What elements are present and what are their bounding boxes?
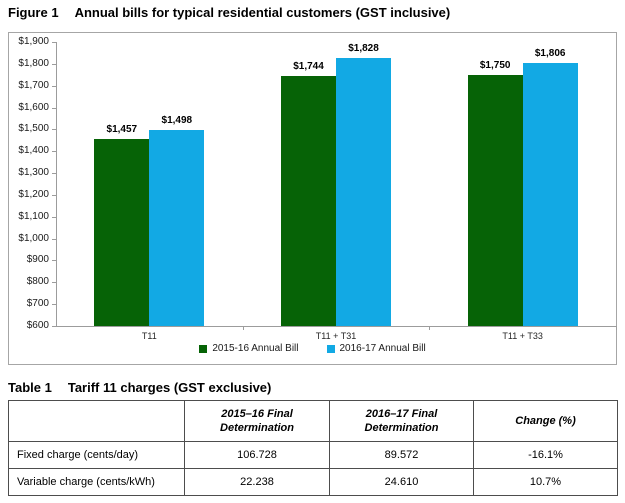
bar-2016-17-T11+T31 xyxy=(336,57,391,326)
x-axis-tick-mark xyxy=(429,326,431,330)
table-row: Fixed charge (cents/day) 106.728 89.572 -16… xyxy=(8,441,618,469)
bar-value-label: $1,806 xyxy=(534,47,566,59)
bar-2015-16-T11+T31 xyxy=(281,76,336,326)
legend-swatch-icon xyxy=(199,344,208,353)
value-cell: 89.572 xyxy=(329,441,474,469)
y-axis-tick-label: $600 xyxy=(26,320,49,331)
y-axis-tick-label: $1,300 xyxy=(18,167,49,179)
y-axis-tick-mark xyxy=(52,42,56,43)
legend-label: 2015-16 Annual Bill xyxy=(212,343,299,354)
row-label-cell: Fixed charge (cents/day) xyxy=(8,441,185,469)
bar-2016-17-T11+T33 xyxy=(522,62,578,326)
y-axis-tick-mark xyxy=(52,282,56,284)
bar-value-label: $1,498 xyxy=(161,114,193,126)
x-axis-line xyxy=(56,326,616,327)
x-axis-category-label: T11 + T33 xyxy=(502,331,543,341)
y-axis-tick-label: $1,400 xyxy=(18,145,49,157)
table-label: Table 1 xyxy=(8,380,52,395)
value-cell: 10.7% xyxy=(473,468,618,496)
y-axis-tick-mark xyxy=(52,260,56,262)
bar-2015-16-T11 xyxy=(94,138,150,326)
y-axis-tick-label: $1,800 xyxy=(18,57,49,69)
y-axis-tick-label: $700 xyxy=(26,298,49,310)
x-axis-category-label: T11 xyxy=(141,331,157,341)
y-axis-tick-mark xyxy=(52,63,56,65)
bar-2016-17-T11 xyxy=(149,129,205,326)
y-axis-tick-label: $1,900 xyxy=(18,36,49,47)
table-header-cell: 2016–17 Final Determination xyxy=(329,400,474,442)
bar-value-label: $1,457 xyxy=(106,123,138,135)
y-axis-tick-mark xyxy=(52,238,56,240)
bar-value-label: $1,750 xyxy=(479,59,511,71)
figure-title: Figure 1 Annual bills for typical residen… xyxy=(8,5,450,20)
table-header-row: 2015–16 Final Determination 2016–17 Final… xyxy=(8,400,618,442)
legend-label: 2016-17 Annual Bill xyxy=(339,343,426,354)
bar-value-label: $1,744 xyxy=(293,61,324,73)
bar-value-label: $1,828 xyxy=(348,42,379,54)
y-axis-tick-mark xyxy=(52,85,56,87)
y-axis-tick-label: $1,100 xyxy=(18,210,49,222)
y-axis-tick-label: $1,500 xyxy=(18,123,49,135)
legend-item: 2015-16 Annual Bill xyxy=(199,343,299,354)
legend-swatch-icon xyxy=(326,344,335,353)
table-title: Table 1 Tariff 11 charges (GST exclusive) xyxy=(8,380,271,395)
y-axis-tick-mark xyxy=(52,326,56,327)
y-axis-tick-mark xyxy=(52,107,56,109)
y-axis-tick-label: $1,700 xyxy=(18,79,49,91)
y-axis-line xyxy=(56,42,57,326)
legend-item: 2016-17 Annual Bill xyxy=(326,343,426,354)
table-heading: Tariff 11 charges (GST exclusive) xyxy=(67,380,272,395)
y-axis-tick-mark xyxy=(52,216,56,218)
y-axis-tick-label: $1,600 xyxy=(18,101,49,113)
chart-legend: 2015-16 Annual Bill 2016-17 Annual Bill xyxy=(9,343,616,354)
table-header-cell-empty xyxy=(8,400,185,442)
table-header: 2015–16 Final Determination 2016–17 Final… xyxy=(8,400,618,442)
value-cell: -16.1% xyxy=(473,441,618,469)
y-axis-tick-mark xyxy=(52,151,56,153)
y-axis-tick-label: $1,000 xyxy=(18,232,49,244)
figure-heading: Annual bills for typical residential cus… xyxy=(74,5,451,20)
table-header-cell: 2015–16 Final Determination xyxy=(184,400,330,442)
figure-label: Figure 1 xyxy=(8,5,59,20)
y-axis-tick-label: $900 xyxy=(26,254,49,266)
y-axis-tick-label: $800 xyxy=(26,276,49,288)
x-axis-tick-mark xyxy=(242,326,244,330)
row-label-cell: Variable charge (cents/kWh) xyxy=(8,468,185,496)
table-body: Fixed charge (cents/day) 106.728 89.572 -16… xyxy=(8,441,618,496)
y-axis-tick-label: $1,200 xyxy=(18,188,49,200)
value-cell: 24.610 xyxy=(329,468,474,496)
y-axis-tick-mark xyxy=(52,194,56,196)
table-header-cell: Change (%) xyxy=(473,400,618,442)
y-axis-tick-mark xyxy=(52,304,56,306)
y-axis-tick-mark xyxy=(52,129,56,131)
y-axis-tick-mark xyxy=(52,173,56,175)
value-cell: 106.728 xyxy=(184,441,330,469)
x-axis-category-label: T11 + T31 xyxy=(315,331,357,341)
annual-bills-bar-chart: $1,900 $1,800 $1,700 $1,600 $1,500 $1,400 $1,3… xyxy=(8,32,617,365)
value-cell: 22.238 xyxy=(184,468,330,496)
x-axis-tick-mark xyxy=(616,326,617,330)
bar-2015-16-T11+T33 xyxy=(467,74,523,326)
table-row: Variable charge (cents/kWh) 22.238 24.610 1… xyxy=(8,468,618,496)
tariff-11-charges-table: 2015–16 Final Determination 2016–17 Final… xyxy=(8,400,618,496)
